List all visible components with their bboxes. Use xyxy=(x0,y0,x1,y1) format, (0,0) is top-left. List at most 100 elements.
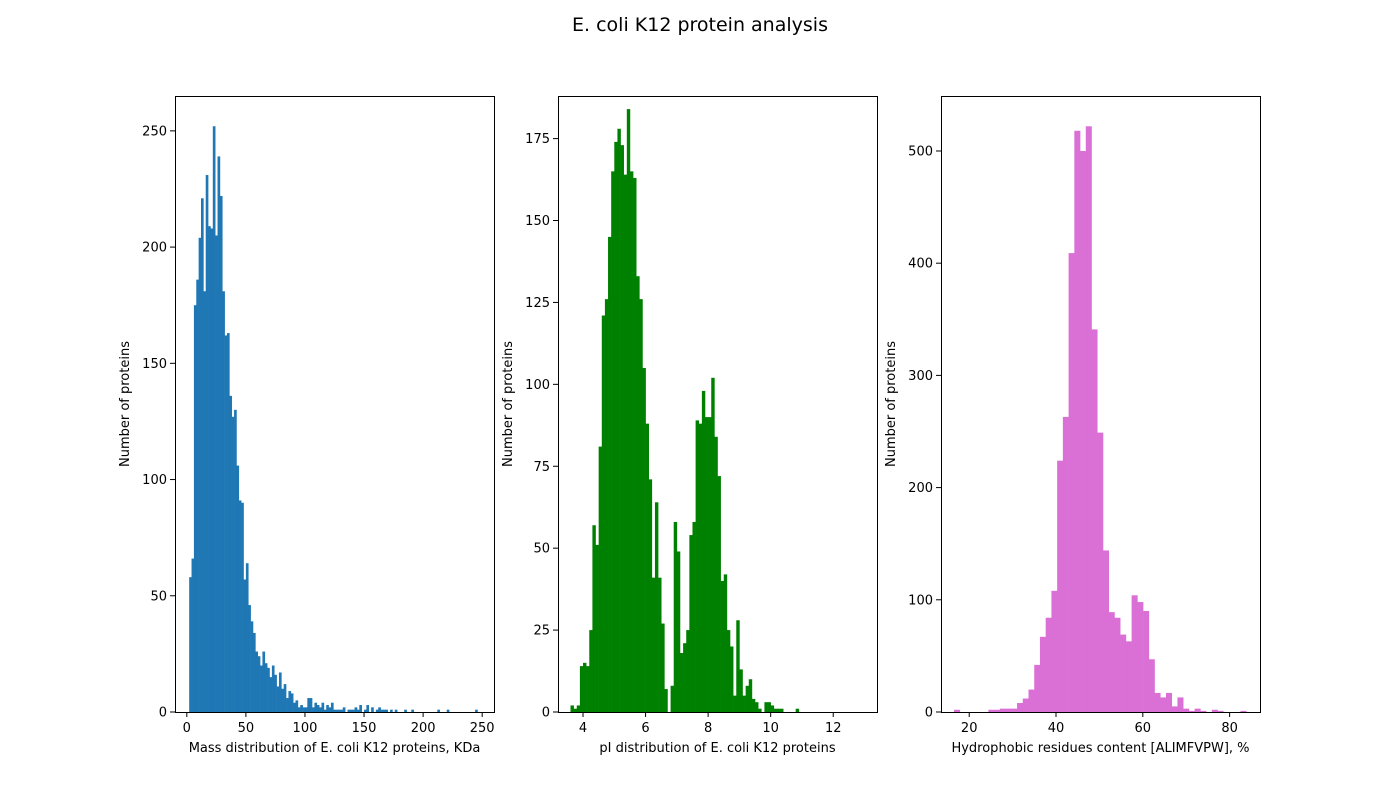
pi-histogram-bar xyxy=(767,702,771,712)
pi-histogram-x-tick-label: 6 xyxy=(641,721,649,736)
mass-histogram-bar xyxy=(437,709,440,712)
pi-histogram-bar xyxy=(598,446,603,712)
pi-histogram-bar xyxy=(720,580,725,712)
hydrophobic-histogram-bar xyxy=(1102,550,1110,712)
pi-histogram-bar xyxy=(751,698,756,712)
pi-histogram-bar xyxy=(623,174,628,712)
pi-histogram-bar xyxy=(604,299,609,712)
mass-histogram-bar xyxy=(316,705,320,712)
mass-histogram-bar xyxy=(241,502,244,712)
hydrophobic-histogram-bar xyxy=(1120,634,1127,712)
pi-histogram-bar xyxy=(661,623,665,712)
mass-histogram-bar xyxy=(309,698,313,712)
hydrophobic-histogram-bar xyxy=(1097,432,1104,712)
mass-histogram-y-tick-label: 150 xyxy=(142,357,167,372)
pi-histogram-bar xyxy=(573,708,578,712)
pi-histogram-bar xyxy=(679,653,684,712)
mass-histogram-bar xyxy=(219,195,223,712)
pi-histogram-bar xyxy=(686,630,690,712)
hydrophobic-histogram-bar xyxy=(1022,698,1029,712)
pi-histogram-bar xyxy=(704,417,709,712)
mass-histogram-bar xyxy=(217,156,221,712)
mass-histogram-bar xyxy=(212,126,216,712)
mass-histogram-bar xyxy=(385,709,388,712)
mass-histogram-bar xyxy=(191,558,195,712)
hydrophobic-histogram-bar xyxy=(1131,595,1138,712)
pi-histogram-bars xyxy=(570,109,800,713)
pi-histogram-bar xyxy=(726,630,731,712)
hydrophobic-histogram-bar xyxy=(994,709,1001,712)
mass-histogram-bar xyxy=(281,688,284,712)
hydrophobic-histogram-bar xyxy=(1039,636,1046,712)
hydrophobic-histogram-x-tick-label: 80 xyxy=(1221,721,1238,736)
mass-histogram-bar xyxy=(196,279,199,712)
hydrophobic-histogram-bar xyxy=(1045,617,1052,712)
mass-histogram-bar xyxy=(238,500,242,712)
mass-histogram-frame xyxy=(175,96,495,713)
hydrophobic-histogram-bar xyxy=(1240,710,1247,712)
mass-histogram-y-tick-label: 100 xyxy=(142,473,167,488)
mass-histogram-x-tick-label: 200 xyxy=(411,721,436,736)
pi-histogram-bar xyxy=(758,708,762,712)
pi-histogram-bar xyxy=(723,574,728,712)
pi-histogram-bar xyxy=(633,177,637,712)
mass-histogram-bar xyxy=(215,235,218,713)
pi-histogram-y-tick-label: 25 xyxy=(533,624,550,639)
pi-histogram-bar xyxy=(658,577,662,712)
mass-histogram-bar xyxy=(286,698,289,712)
pi-histogram-bar xyxy=(611,171,615,713)
mass-histogram-bar xyxy=(257,656,261,712)
pi-histogram-bar xyxy=(645,423,649,712)
mass-histogram-bar xyxy=(340,709,344,712)
mass-histogram-bar xyxy=(229,395,233,712)
mass-histogram-bar xyxy=(276,686,280,712)
pi-histogram: 4 6 8 10 12 0 25 50 75 100 125 150 175 pI distribut… xyxy=(501,96,878,756)
mass-histogram-bar xyxy=(243,579,247,712)
hydrophobic-histogram-frame xyxy=(941,96,1261,713)
pi-histogram-x-tick-label: 12 xyxy=(825,721,842,736)
hydrophobic-histogram-bar xyxy=(1143,611,1150,712)
hydrophobic-histogram-bar xyxy=(1217,710,1224,712)
pi-histogram-x-label: pI distribution of E. coli K12 proteins xyxy=(599,741,835,756)
mass-histogram-bar xyxy=(252,632,256,712)
mass-histogram-x-tick-label: 150 xyxy=(352,721,377,736)
mass-histogram-bar xyxy=(356,709,360,712)
pi-histogram-bar xyxy=(770,705,775,712)
mass-histogram-bar xyxy=(347,709,351,712)
pi-histogram-bar xyxy=(629,171,634,713)
hydrophobic-histogram: 20 40 60 80 0 100 200 300 400 500 Hydrophobic re… xyxy=(884,96,1261,756)
mass-histogram-bar xyxy=(248,605,251,712)
mass-histogram-bar xyxy=(378,707,381,712)
mass-histogram-bar xyxy=(326,705,329,712)
mass-histogram-bar xyxy=(304,707,308,712)
mass-histogram-bar xyxy=(352,709,355,712)
pi-histogram-bar xyxy=(620,145,624,713)
pi-histogram-bar xyxy=(589,630,593,712)
hydrophobic-histogram-y-label: Number of proteins xyxy=(884,341,899,467)
pi-histogram-y-tick-label: 175 xyxy=(525,132,550,147)
pi-histogram-bar xyxy=(586,666,590,712)
hydrophobic-histogram-y-tick-label: 500 xyxy=(908,144,933,159)
mass-histogram-x-label: Mass distribution of E. coli K12 protein… xyxy=(189,741,481,756)
mass-histogram-bar xyxy=(411,709,414,712)
mass-histogram-bar xyxy=(364,709,367,712)
mass-histogram-bar xyxy=(271,665,275,712)
mass-histogram-bar xyxy=(262,651,266,712)
mass-histogram-bar xyxy=(193,305,197,712)
pi-histogram-bar xyxy=(617,128,621,712)
pi-histogram-bar xyxy=(639,299,643,712)
mass-histogram: 0 50 100 150 200 250 0 50 100 150 200 250 Mass dis… xyxy=(118,96,495,756)
mass-histogram-bar xyxy=(312,707,315,712)
pi-histogram-bar xyxy=(583,662,587,712)
mass-histogram-bar xyxy=(210,228,214,712)
pi-histogram-x-ticks: 4 6 8 10 12 xyxy=(579,712,842,736)
mass-histogram-bar xyxy=(338,709,341,712)
hydrophobic-histogram-y-ticks: 0 100 200 300 400 500 xyxy=(908,144,941,721)
mass-histogram-bar xyxy=(328,707,332,712)
mass-histogram-bar xyxy=(224,335,228,712)
mass-histogram-bar xyxy=(349,709,353,712)
hydrophobic-histogram-y-tick-label: 100 xyxy=(908,593,933,608)
mass-histogram-bar xyxy=(255,651,259,712)
mass-histogram-y-tick-label: 50 xyxy=(150,589,167,604)
pi-histogram-bar xyxy=(592,525,596,712)
